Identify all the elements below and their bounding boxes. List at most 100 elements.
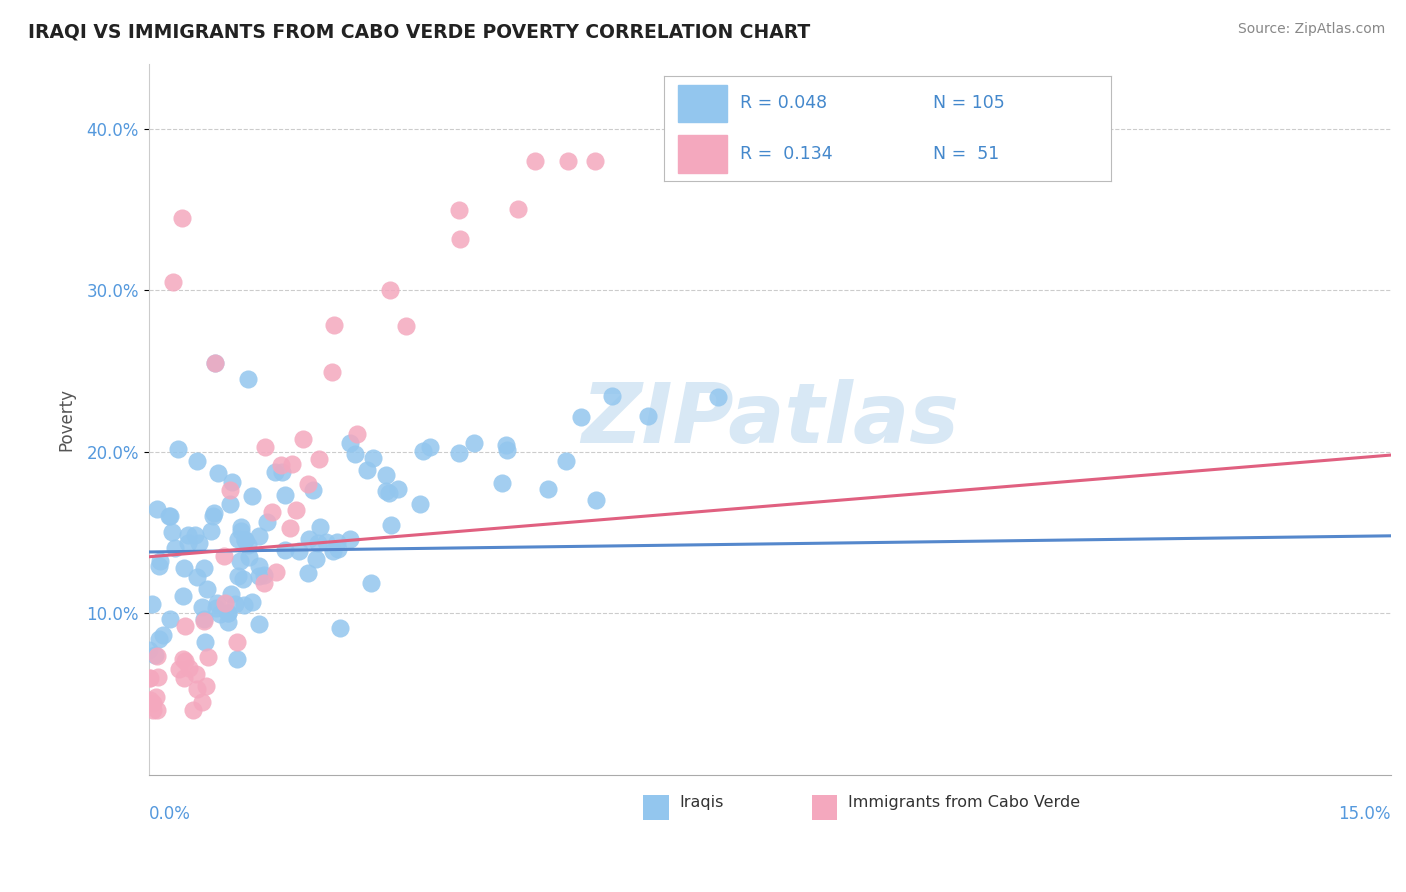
Point: [173, 671, 195, 685]
Point: [188, 536, 211, 550]
Point: [207, 596, 229, 610]
Point: [524, 153, 547, 168]
Text: IRAQI VS IMMIGRANTS FROM CABO VERDE POVERTY CORRELATION CHART: IRAQI VS IMMIGRANTS FROM CABO VERDE POVE…: [28, 22, 810, 41]
Point: [236, 538, 259, 552]
Point: [212, 549, 235, 563]
Point: [247, 569, 270, 583]
Point: [247, 558, 270, 573]
Point: [217, 615, 239, 629]
Point: [195, 679, 218, 693]
Point: [177, 661, 200, 675]
Point: [193, 611, 215, 625]
Point: [202, 508, 225, 523]
Point: [375, 468, 398, 483]
Point: [449, 232, 471, 246]
Point: [412, 443, 434, 458]
Point: [176, 527, 198, 541]
Point: [297, 477, 319, 491]
Point: [274, 488, 297, 502]
Point: [159, 612, 181, 626]
Point: [138, 671, 160, 685]
Point: [214, 596, 236, 610]
Point: [148, 558, 170, 573]
Point: [554, 454, 576, 468]
Point: [322, 544, 344, 558]
Point: [146, 648, 169, 663]
Point: [177, 536, 200, 550]
Point: [224, 597, 246, 611]
Point: [217, 606, 239, 620]
Point: [271, 465, 294, 479]
Point: [315, 534, 337, 549]
Point: [236, 372, 259, 386]
Point: [162, 524, 184, 539]
Point: [305, 552, 328, 566]
Point: [463, 436, 485, 450]
Point: [138, 642, 160, 657]
Point: [165, 541, 187, 555]
Point: [253, 567, 276, 582]
Point: [159, 509, 181, 524]
Point: [308, 519, 330, 533]
Point: [495, 438, 517, 452]
Point: [281, 457, 304, 471]
Point: [326, 541, 349, 556]
Point: [240, 489, 263, 503]
Point: [285, 503, 308, 517]
Point: [141, 703, 163, 717]
Point: [247, 529, 270, 543]
Point: [240, 595, 263, 609]
Point: [141, 597, 163, 611]
Point: [339, 532, 361, 546]
Point: [419, 440, 441, 454]
Text: Iraqis: Iraqis: [679, 795, 724, 810]
Point: [323, 318, 346, 332]
Point: [181, 703, 204, 717]
Point: [254, 440, 277, 454]
Point: [233, 533, 256, 547]
Point: [297, 566, 319, 580]
Point: [344, 447, 367, 461]
Point: [569, 410, 592, 425]
Point: [409, 497, 432, 511]
Point: [138, 692, 160, 706]
Point: [232, 572, 254, 586]
Point: [193, 614, 215, 628]
Point: [232, 599, 254, 613]
Point: [146, 703, 169, 717]
Point: [174, 619, 197, 633]
Point: [253, 575, 276, 590]
Point: [585, 493, 607, 508]
Point: [247, 617, 270, 632]
Point: [204, 356, 226, 370]
Point: [447, 202, 470, 217]
Point: [536, 482, 558, 496]
Point: [326, 535, 349, 549]
Point: [508, 202, 530, 216]
Point: [167, 662, 190, 676]
Y-axis label: Poverty: Poverty: [58, 388, 75, 451]
Point: [260, 505, 283, 519]
Point: [380, 517, 402, 532]
Point: [186, 681, 208, 696]
Point: [172, 652, 194, 666]
Point: [145, 690, 167, 704]
Point: [329, 622, 352, 636]
Point: [228, 532, 250, 546]
Point: [495, 442, 517, 457]
Point: [218, 483, 240, 498]
Point: [184, 528, 207, 542]
Point: [380, 283, 402, 297]
Point: [278, 521, 301, 535]
Point: [226, 635, 249, 649]
Text: Immigrants from Cabo Verde: Immigrants from Cabo Verde: [848, 795, 1081, 810]
Point: [256, 515, 278, 529]
Point: [172, 589, 194, 603]
Point: [197, 650, 219, 665]
Point: [149, 554, 172, 568]
Point: [221, 587, 243, 601]
Point: [205, 600, 228, 615]
Point: [204, 356, 226, 370]
Point: [229, 524, 252, 538]
Point: [145, 501, 167, 516]
